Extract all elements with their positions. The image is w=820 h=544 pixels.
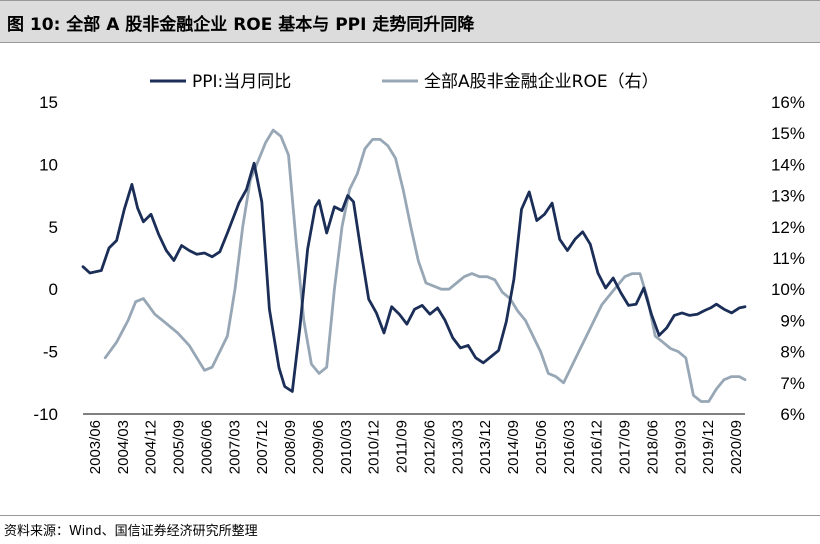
x-tick-label: 2005/09 — [171, 420, 188, 474]
y-left-tick-label: -5 — [43, 343, 58, 362]
x-tick-label: 2015/06 — [533, 420, 550, 474]
ppi-series-line — [81, 161, 747, 393]
x-tick-label: 2007/12 — [254, 420, 271, 474]
y-right-tick-label: 14% — [771, 155, 805, 174]
y-left-tick-label: 0 — [49, 280, 58, 299]
y-left-tick-label: 10 — [39, 155, 58, 174]
source-note: 资料来源：Wind、国信证券经济研究所整理 — [4, 524, 258, 539]
chart-legend: PPI:当月同比 全部A股非金融企业ROE（右） — [150, 72, 659, 92]
legend-label-roe: 全部A股非金融企业ROE（右） — [424, 72, 659, 92]
x-tick-label: 2019/03 — [672, 420, 689, 474]
x-tick-label: 2014/09 — [505, 420, 522, 474]
x-tick-label: 2019/12 — [700, 420, 717, 474]
x-tick-label: 2012/06 — [421, 420, 438, 474]
y-right-tick-label: 16% — [771, 93, 805, 112]
series-layer — [81, 128, 747, 403]
y-right-tick-label: 10% — [771, 280, 805, 299]
x-tick-label: 2006/06 — [198, 420, 215, 474]
x-tick-label: 2008/09 — [282, 420, 299, 474]
figure-title: 图 10: 全部 A 股非金融企业 ROE 基本与 PPI 走势同升同降 — [7, 15, 475, 35]
y-right-tick-label: 7% — [780, 374, 805, 393]
x-tick-label: 2009/06 — [310, 420, 327, 474]
legend-label-ppi: PPI:当月同比 — [192, 72, 291, 92]
y-right-tick-label: 6% — [780, 405, 805, 424]
x-tick-label: 2007/03 — [226, 420, 243, 474]
title-bar: 图 10: 全部 A 股非金融企业 ROE 基本与 PPI 走势同升同降 — [0, 0, 820, 43]
x-tick-label: 2011/09 — [394, 420, 411, 473]
x-tick-label: 2010/03 — [338, 420, 355, 474]
roe-series-line — [103, 128, 747, 403]
x-tick-label: 2017/09 — [617, 420, 634, 474]
chart-axes: 15 10 5 0 -5 -10 16% 15% 14% 13% 12% 11% 10% 9% 8% 7% 6%… — [33, 93, 805, 474]
x-tick-label: 2013/03 — [449, 420, 466, 474]
y-right-tick-label: 13% — [771, 187, 805, 206]
x-tick-label: 2004/03 — [115, 420, 132, 474]
y-right-tick-label: 8% — [780, 343, 805, 362]
x-tick-label: 2016/03 — [561, 420, 578, 474]
y-left-tick-label: -10 — [33, 405, 58, 424]
y-right-tick-label: 11% — [772, 249, 805, 268]
y-left-tick-label: 5 — [49, 218, 58, 237]
x-tick-label: 2004/12 — [143, 420, 160, 474]
y-right-tick-label: 15% — [771, 124, 805, 143]
line-chart: PPI:当月同比 全部A股非金融企业ROE（右） 151050-5-1016%15… — [33, 72, 805, 474]
x-tick-label: 2010/12 — [366, 420, 383, 474]
x-tick-label: 2016/12 — [589, 420, 606, 474]
x-tick-label: 2003/06 — [87, 420, 104, 474]
source-divider — [0, 515, 820, 516]
x-tick-label: 2013/12 — [477, 420, 494, 474]
y-right-tick-label: 9% — [780, 311, 805, 330]
y-right-tick-label: 12% — [771, 218, 805, 237]
x-tick-label: 2018/06 — [644, 420, 661, 474]
y-left-tick-label: 15 — [39, 93, 58, 112]
x-tick-label: 2020/09 — [728, 420, 745, 474]
